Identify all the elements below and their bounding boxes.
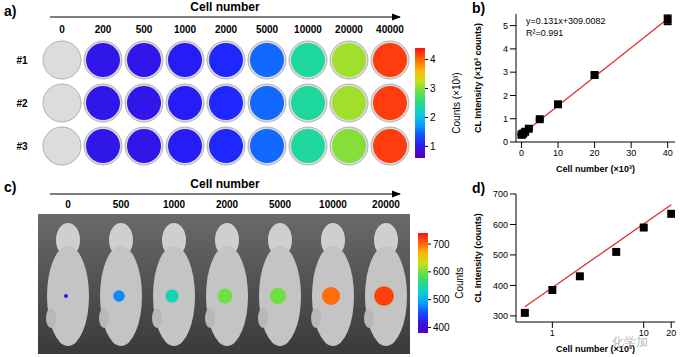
svg-text:0: 0	[503, 137, 508, 147]
svg-text:1: 1	[430, 141, 436, 152]
svg-text:#1: #1	[16, 55, 28, 66]
svg-text:#3: #3	[16, 141, 28, 152]
svg-text:Counts (×10³): Counts (×10³)	[451, 72, 462, 133]
svg-text:400: 400	[493, 281, 508, 291]
svg-text:200: 200	[95, 24, 112, 35]
svg-text:10: 10	[553, 148, 563, 158]
svg-text:20: 20	[590, 148, 600, 158]
svg-text:700: 700	[433, 239, 450, 250]
svg-text:600: 600	[493, 220, 508, 230]
svg-text:40000: 40000	[376, 24, 404, 35]
svg-text:Cell number: Cell number	[190, 178, 260, 191]
svg-text:1000: 1000	[174, 24, 197, 35]
svg-text:0: 0	[59, 24, 65, 35]
svg-text:2: 2	[430, 112, 436, 123]
svg-text:500: 500	[136, 24, 153, 35]
svg-text:Cell number: Cell number	[190, 0, 260, 14]
svg-text:CL Intensity (counts): CL Intensity (counts)	[473, 213, 483, 302]
svg-text:0: 0	[65, 199, 71, 210]
svg-text:700: 700	[493, 189, 508, 199]
svg-text:2000: 2000	[215, 24, 238, 35]
svg-text:Cell number (×10³): Cell number (×10³)	[556, 164, 635, 174]
svg-text:20000: 20000	[372, 199, 400, 210]
svg-text:300: 300	[493, 311, 508, 321]
svg-text:500: 500	[433, 294, 450, 305]
svg-text:30: 30	[626, 148, 636, 158]
svg-text:1000: 1000	[163, 199, 186, 210]
svg-text:40: 40	[663, 148, 673, 158]
svg-text:20: 20	[666, 328, 676, 338]
svg-text:2000: 2000	[216, 199, 239, 210]
svg-text:4: 4	[503, 44, 508, 54]
svg-text:1: 1	[550, 328, 555, 338]
svg-text:500: 500	[113, 199, 130, 210]
svg-text:10000: 10000	[319, 199, 347, 210]
svg-text:1: 1	[503, 114, 508, 124]
svg-text:5000: 5000	[256, 24, 279, 35]
svg-text:5000: 5000	[269, 199, 292, 210]
svg-text:5: 5	[503, 21, 508, 31]
svg-text:20000: 20000	[335, 24, 363, 35]
svg-text:0: 0	[519, 148, 524, 158]
svg-text:3: 3	[503, 67, 508, 77]
svg-text:600: 600	[433, 266, 450, 277]
svg-text:400: 400	[433, 322, 450, 333]
svg-text:2: 2	[503, 91, 508, 101]
svg-text:500: 500	[493, 250, 508, 260]
svg-text:a): a)	[4, 3, 16, 19]
svg-text:CL Intensity (×10³ counts): CL Intensity (×10³ counts)	[473, 23, 483, 133]
svg-text:4: 4	[430, 54, 436, 65]
svg-text:3: 3	[430, 83, 436, 94]
svg-text:c): c)	[4, 179, 16, 195]
svg-text:10000: 10000	[294, 24, 322, 35]
svg-text:Counts: Counts	[454, 267, 465, 299]
svg-text:#2: #2	[16, 98, 28, 109]
